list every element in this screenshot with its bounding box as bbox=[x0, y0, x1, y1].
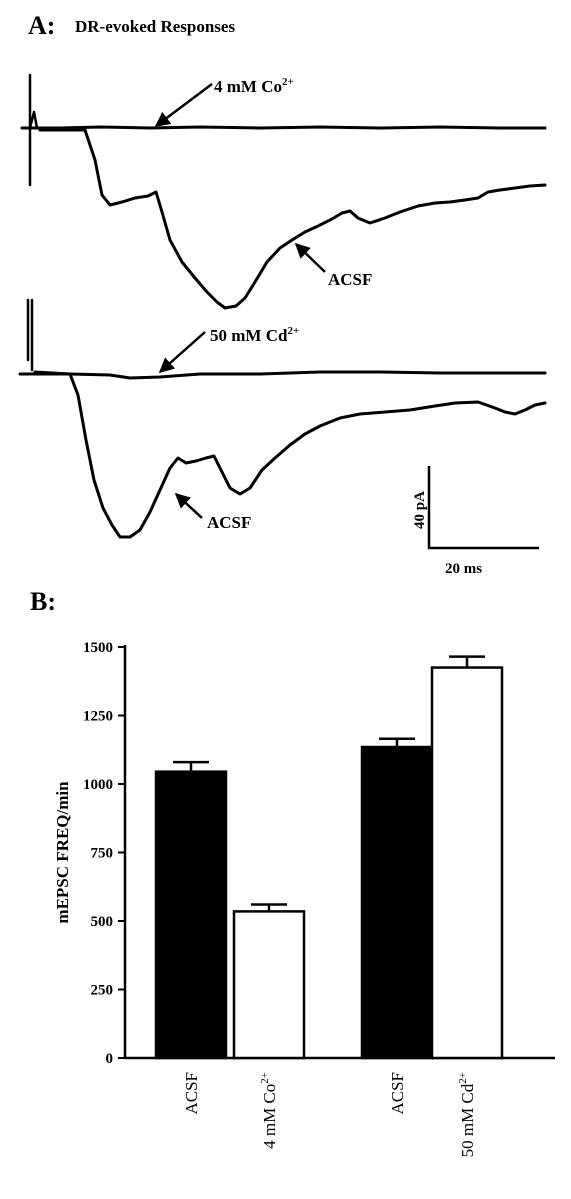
y-tick-label: 1500 bbox=[83, 640, 113, 656]
scale-bar-time: 20 ms bbox=[445, 561, 482, 577]
trace-co bbox=[20, 125, 547, 130]
arrow-acsf-top bbox=[294, 242, 326, 273]
x-tick-label: 4 mM Co2+ bbox=[259, 1072, 279, 1149]
y-tick-label: 250 bbox=[91, 983, 114, 999]
label-acsf-top: ACSF bbox=[328, 270, 372, 289]
x-tick-label: ACSF bbox=[182, 1072, 201, 1115]
y-tick-label: 750 bbox=[91, 846, 114, 862]
panel-a-label: A: bbox=[28, 11, 55, 40]
arrow-acsf-bottom bbox=[174, 492, 203, 519]
trace-acsf-top bbox=[38, 128, 547, 310]
stimulus-artifact-top bbox=[28, 73, 39, 187]
y-tick-label: 1000 bbox=[83, 777, 113, 793]
label-co: 4 mM Co2+ bbox=[214, 76, 294, 96]
y-tick-label: 500 bbox=[91, 914, 114, 930]
panel-b-label: B: bbox=[30, 587, 56, 616]
label-acsf-bottom: ACSF bbox=[207, 513, 251, 532]
y-tick-label: 0 bbox=[106, 1051, 114, 1067]
bar bbox=[154, 770, 228, 1060]
y-axis-label: mEPSC FREQ/min bbox=[53, 781, 72, 924]
bar bbox=[232, 910, 306, 1060]
x-tick-label: ACSF bbox=[388, 1072, 407, 1115]
stimulus-artifact-bottom bbox=[26, 298, 34, 372]
arrow-co bbox=[154, 83, 213, 127]
trace-acsf-bottom bbox=[33, 370, 547, 539]
y-tick-label: 1250 bbox=[83, 709, 113, 725]
arrow-cd bbox=[158, 331, 206, 373]
x-tick-label: 50 mM Cd2+ bbox=[457, 1072, 477, 1157]
scale-bar-amplitude: 40 pA bbox=[412, 491, 428, 529]
bar bbox=[360, 745, 434, 1060]
panel-a-title: DR-evoked Responses bbox=[75, 17, 235, 36]
scale-bar bbox=[427, 466, 539, 550]
trace-cd bbox=[18, 370, 547, 380]
bar-chart: 0 250 500 750 1000 1250 1500 mEPSC FREQ/min ACSF… bbox=[53, 640, 555, 1157]
bar bbox=[430, 666, 504, 1060]
label-cd: 50 mM Cd2+ bbox=[210, 325, 299, 345]
